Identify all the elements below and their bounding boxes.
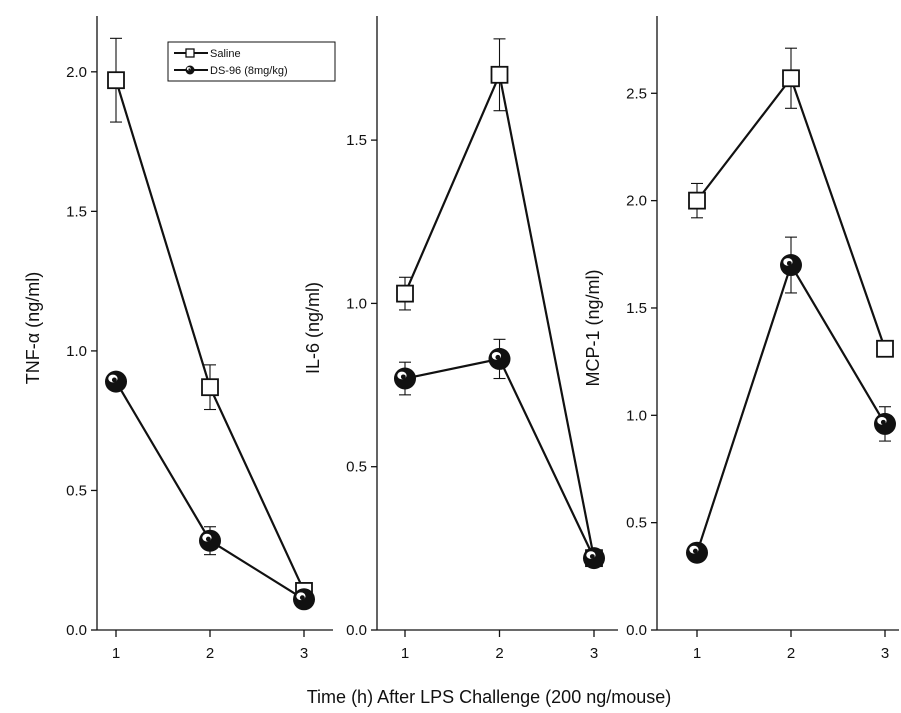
x-tick-label: 1: [693, 645, 701, 662]
saline-line: [403, 71, 596, 559]
ds96-point: [394, 367, 416, 390]
panels: 0.0 0.5 1.0 1.5 2.0 1 2 3 TNF-α (ng/ml) 0.0 0.5 1.0…: [23, 16, 899, 662]
y-axis-title: IL-6 (ng/ml): [303, 282, 323, 374]
x-tick-label: 2: [787, 645, 795, 662]
y-tick-label: 1.5: [626, 300, 647, 317]
saline-point: [782, 69, 800, 88]
ds96-point-core: [589, 554, 595, 559]
ds96-point-core: [495, 354, 501, 360]
legend-ds96-marker-core: [188, 68, 191, 71]
y-tick-label: 0.5: [346, 459, 367, 476]
ds96-point: [780, 254, 802, 277]
ds96-point-core: [786, 260, 792, 266]
saline-line: [114, 79, 305, 592]
y-tick-label: 0.5: [626, 515, 647, 532]
y-axis-title: MCP-1 (ng/ml): [583, 269, 603, 386]
panel-2: 0.0 0.5 1.0 1.5 1 2 3 IL-6 (ng/ml): [303, 16, 618, 662]
ds96-point: [488, 347, 511, 370]
x-tick-label: 2: [206, 645, 214, 662]
ds96-line: [404, 357, 595, 559]
ds96-point-core: [205, 536, 211, 542]
y-tick-label: 0.0: [626, 622, 647, 639]
x-tick-label: 1: [112, 645, 120, 662]
saline-point: [688, 191, 706, 210]
y-tick-label: 0.5: [66, 482, 87, 499]
ds96-point-core: [880, 419, 886, 425]
y-tick-label: 1.5: [346, 132, 367, 149]
ds96-point: [105, 370, 127, 393]
ds96-point-core: [111, 377, 117, 383]
x-tick-label: 2: [495, 645, 503, 662]
saline-point: [201, 378, 219, 397]
x-axis-title: Time (h) After LPS Challenge (200 ng/mou…: [307, 687, 672, 707]
y-tick-label: 0.0: [66, 622, 87, 639]
y-tick-label: 1.0: [346, 295, 367, 312]
legend: Saline DS-96 (8mg/kg): [167, 41, 336, 82]
y-tick-label: 2.5: [626, 85, 647, 102]
ds96-point-core: [400, 374, 406, 380]
x-tick-label: 3: [881, 645, 889, 662]
ds96-point: [874, 412, 896, 435]
ds96-point: [199, 529, 221, 552]
saline-point: [490, 65, 509, 84]
x-tick-label: 3: [300, 645, 308, 662]
legend-ds96-marker: [185, 65, 195, 75]
y-tick-label: 2.0: [626, 193, 647, 210]
ds96-line: [695, 262, 886, 554]
panel-3: 0.0 0.5 1.0 1.5 2.0 2.5 1 2 3 MCP-1 (ng/ml): [583, 16, 899, 662]
ds96-point: [293, 588, 315, 611]
y-tick-label: 1.0: [626, 407, 647, 424]
ds96-line: [115, 381, 305, 601]
saline-point: [396, 284, 414, 303]
ds96-point-core: [692, 548, 698, 554]
legend-saline-marker: [185, 48, 195, 58]
legend-ds96-label: DS-96 (8mg/kg): [210, 65, 288, 77]
legend-box: [167, 41, 336, 82]
y-tick-label: 1.5: [66, 203, 87, 220]
saline-point: [107, 71, 125, 90]
saline-point: [876, 339, 894, 358]
saline-line: [696, 75, 887, 350]
y-axis-title: TNF-α (ng/ml): [23, 272, 43, 384]
panel-1: 0.0 0.5 1.0 1.5 2.0 1 2 3 TNF-α (ng/ml): [23, 16, 333, 662]
x-tick-label: 1: [401, 645, 409, 662]
ds96-point: [583, 547, 605, 570]
ds96-point-core: [299, 595, 305, 601]
y-tick-label: 0.0: [346, 622, 367, 639]
ds96-point: [686, 541, 708, 564]
y-tick-label: 1.0: [66, 343, 87, 360]
legend-saline-label: Saline: [210, 48, 241, 60]
y-tick-label: 2.0: [66, 64, 87, 81]
x-tick-label: 3: [590, 645, 598, 662]
